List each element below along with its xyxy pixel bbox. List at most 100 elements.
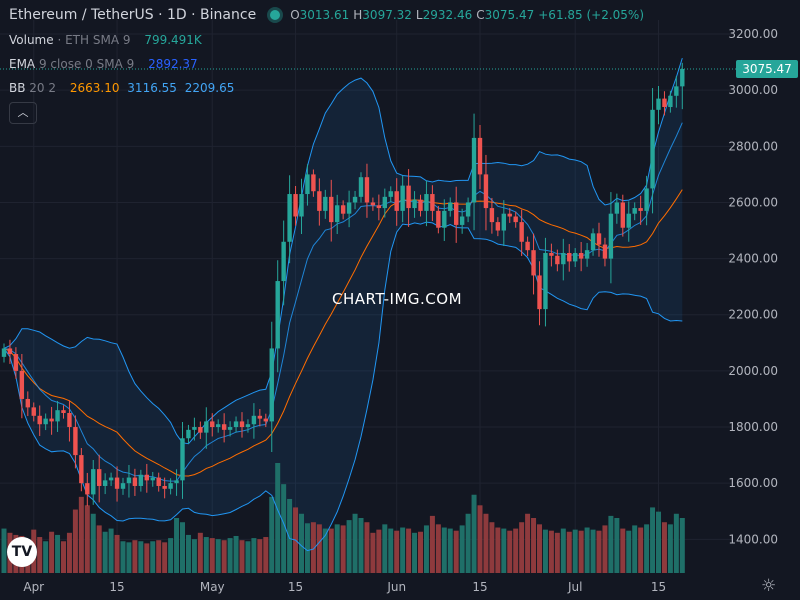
y-tick-label: 2400.00	[728, 252, 778, 266]
candle-body	[73, 427, 78, 456]
close-label: C	[476, 8, 485, 22]
volume-bar	[156, 540, 162, 573]
candle-body	[168, 483, 173, 489]
bb-params: 20 2	[29, 81, 57, 95]
volume-bar	[84, 505, 90, 573]
volume-bar	[400, 527, 406, 573]
candle-body	[186, 429, 191, 439]
candle-body	[114, 477, 120, 489]
candle-body	[299, 194, 304, 217]
candle-body	[680, 68, 685, 87]
symbol-title[interactable]: Ethereum / TetherUS · 1D · Binance	[9, 7, 257, 23]
candle-body	[317, 191, 322, 211]
candle-body	[311, 174, 316, 192]
candle-body	[674, 86, 679, 96]
volume-bar	[370, 532, 376, 573]
bb-lower-line	[3, 221, 683, 552]
bb-name: BB	[9, 81, 26, 95]
candle-body	[85, 483, 90, 495]
volume-bar	[180, 522, 185, 573]
candle-body	[108, 477, 114, 481]
volume-bar	[185, 534, 191, 573]
low-value: 2932.46	[422, 8, 473, 22]
volume-bar	[275, 463, 281, 573]
volume-bar	[495, 527, 501, 573]
collapse-legend-button[interactable]: ︿	[9, 102, 37, 124]
volume-bar	[489, 522, 495, 573]
candle-body	[257, 415, 263, 419]
candle-body	[501, 213, 506, 231]
volume-bar	[626, 530, 632, 573]
y-tick-label: 1600.00	[728, 476, 778, 490]
volume-bar	[120, 541, 126, 573]
tradingview-logo-icon[interactable]: TV	[7, 537, 37, 567]
volume-bar	[358, 518, 364, 573]
candle-body	[293, 194, 298, 217]
candle-body	[406, 185, 411, 209]
x-tick-label: 15	[109, 580, 124, 594]
candle-body	[287, 194, 292, 242]
candle-body	[549, 252, 554, 256]
bb-legend[interactable]: BB 20 2 2663.10 3116.55 2209.65	[9, 81, 234, 95]
high-value: 3097.32	[362, 8, 412, 22]
candle-body	[91, 469, 96, 495]
volume-bar	[679, 518, 685, 573]
candle-body	[180, 438, 185, 481]
volume-bar	[578, 530, 584, 573]
ema-value: 2892.37	[148, 57, 198, 71]
ema-params: 9 close 0 SMA 9	[38, 57, 135, 71]
x-tick-label: 15	[472, 580, 487, 594]
ema-legend[interactable]: EMA 9 close 0 SMA 9 2892.37	[9, 57, 198, 71]
candle-body	[638, 208, 643, 211]
candle-body	[79, 455, 84, 484]
volume-bar	[519, 522, 525, 573]
volume-bar	[144, 543, 150, 573]
volume-bar	[584, 527, 590, 573]
volume-bar	[239, 540, 245, 573]
volume-bar	[1, 528, 7, 573]
volume-bar	[667, 524, 673, 573]
volume-bar	[334, 524, 340, 573]
candle-body	[614, 202, 620, 214]
volume-params: · ETH SMA 9	[57, 33, 131, 47]
candle-body	[150, 477, 155, 481]
volume-bar	[602, 525, 608, 573]
volume-bar	[96, 525, 102, 573]
candle-body	[126, 477, 132, 484]
chart-header: Ethereum / TetherUS · 1D · Binance O3013.…	[9, 7, 648, 23]
candle-body	[162, 485, 167, 489]
volume-legend[interactable]: Volume · ETH SMA 9 799.491K	[9, 33, 202, 47]
volume-bar	[316, 524, 322, 573]
volume-bar	[43, 541, 49, 573]
last-price-tag	[736, 59, 798, 78]
volume-bar	[429, 515, 435, 573]
settings-gear-icon[interactable]: ☼	[761, 576, 777, 596]
volume-bar	[459, 525, 465, 573]
bb-upper-line	[3, 57, 683, 445]
volume-bar	[257, 539, 263, 573]
candle-body	[364, 177, 370, 203]
volume-bar	[138, 541, 144, 573]
y-tick-label: 1400.00	[728, 532, 778, 546]
volume-bar	[418, 531, 423, 573]
x-tick-label: Jun	[386, 580, 406, 594]
candle-body	[626, 213, 631, 228]
candle-body	[25, 398, 30, 408]
candle-body	[442, 210, 447, 228]
candle-body	[507, 213, 512, 217]
volume-bar	[150, 541, 156, 573]
candle-body	[430, 194, 435, 211]
candle-body	[590, 233, 596, 251]
volume-name: Volume	[9, 33, 54, 47]
candle-body	[13, 354, 19, 371]
volume-bar	[554, 532, 560, 573]
volume-bar	[162, 542, 168, 573]
volume-bar	[608, 515, 614, 573]
x-tick-label: Apr	[23, 580, 44, 594]
volume-bar	[673, 513, 679, 573]
candle-body	[584, 250, 590, 259]
candle-body	[227, 427, 233, 430]
candle-body	[567, 252, 572, 262]
candle-body	[305, 174, 310, 195]
